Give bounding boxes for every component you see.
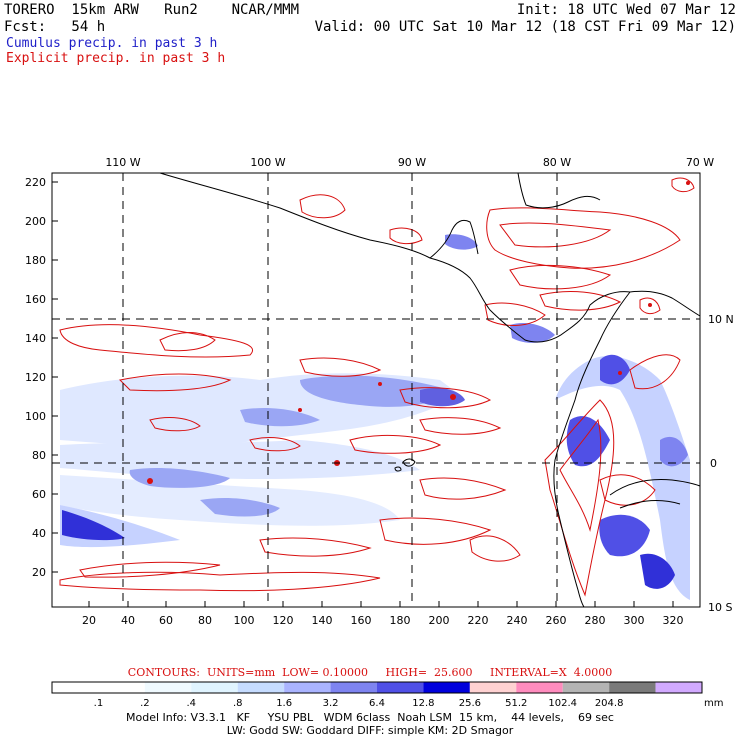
lon-label-80w: 80 W [543,156,571,169]
valid-time: Valid: 00 UTC Sat 10 Mar 12 (18 CST Fri … [314,19,736,35]
lat-label-10s: 10 S [708,601,732,614]
x-tick-label: 60 [159,614,173,627]
x-tick-label: 40 [121,614,135,627]
colorbar-label: .1 [94,698,104,709]
explicit-precip-contours [59,177,695,597]
x-tick-label: 180 [390,614,411,627]
model-info-line2: LW: Godd SW: Goddard DIFF: simple KM: 2D… [226,724,514,737]
lon-label-90w: 90 W [398,156,426,169]
lat-label-10n: 10 N [708,313,734,326]
colorbar-swatch [469,682,517,693]
colorbar-label: 102.4 [548,698,577,709]
x-tick-label: 200 [429,614,450,627]
colorbar-swatch [516,682,563,693]
colorbar-swatch [655,682,702,693]
colorbar-label: .2 [140,698,150,709]
colorbar-label: 204.8 [595,698,624,709]
colorbar-swatch [330,682,377,693]
init-time: Init: 18 UTC Wed 07 Mar 12 [516,2,736,18]
colorbar-swatch [191,682,238,693]
cumulus-precip-shading [60,234,690,600]
y-tick-label: 160 [25,293,46,306]
graticule [52,173,700,607]
y-tick-label: 40 [32,527,46,540]
colorbar-label: 51.2 [505,698,527,709]
forecast-hour: Fcst: 54 h [4,19,106,35]
x-tick-label: 100 [234,614,255,627]
colorbar-label: 6.4 [369,698,385,709]
x-tick-label: 240 [507,614,528,627]
x-tick-label: 140 [312,614,333,627]
y-tick-label: 180 [25,254,46,267]
x-tick-label: 280 [585,614,606,627]
y-tick-label: 80 [32,449,46,462]
contour-info: CONTOURS: UNITS=mm LOW= 0.10000 HIGH= 25… [127,666,613,679]
colorbar-label: 1.6 [276,698,292,709]
colorbar-swatch [144,682,192,693]
y-tick-label: 120 [25,371,46,384]
x-tick-label: 220 [468,614,489,627]
colorbar-frame [51,681,703,694]
legend-cumulus: Cumulus precip. in past 3 h [6,36,218,51]
colorbar-label: 25.6 [459,698,481,709]
model-info-line1: Model Info: V3.3.1 KF YSU PBL WDM 6class… [126,711,614,724]
y-tick-label: 140 [25,332,46,345]
x-tick-label: 160 [351,614,372,627]
frame-ticks [52,181,674,607]
lon-label-110w: 110 W [105,156,140,169]
lat-label-0: 0 [710,457,717,470]
x-tick-label: 320 [663,614,684,627]
y-tick-label: 220 [25,176,46,189]
y-tick-label: 20 [32,566,46,579]
lon-label-70w: 70 W [686,156,714,169]
lon-label-100w: 100 W [250,156,285,169]
y-tick-label: 200 [25,215,46,228]
colorbar-swatch [237,682,285,693]
colorbar-swatch [98,682,145,693]
colorbar-swatch [284,682,331,693]
colorbar-labels: .1 .2 .4 .8 1.6 3.2 6.4 12.8 25.6 51.2 102.4 204.8 [94,698,624,709]
colorbar-swatch [423,682,470,693]
colorbar-swatch [609,682,656,693]
colorbar [52,682,702,693]
colorbar-units: mm [704,698,723,709]
colorbar-label: 12.8 [412,698,434,709]
legend-explicit: Explicit precip. in past 3 h [6,51,226,66]
x-tick-label: 120 [273,614,294,627]
colorbar-swatch [52,682,99,693]
x-tick-label: 20 [82,614,96,627]
model-title: TORERO 15km ARW Run2 NCAR/MMM [4,2,300,18]
coastlines [159,172,701,608]
colorbar-label: .8 [233,698,243,709]
y-tick-label: 100 [25,410,46,423]
colorbar-swatch [377,682,424,693]
colorbar-label: .4 [187,698,197,709]
x-tick-label: 80 [198,614,212,627]
y-tick-label: 60 [32,488,46,501]
x-tick-label: 300 [624,614,645,627]
colorbar-swatch [562,682,610,693]
x-tick-label: 260 [546,614,567,627]
colorbar-label: 3.2 [323,698,339,709]
